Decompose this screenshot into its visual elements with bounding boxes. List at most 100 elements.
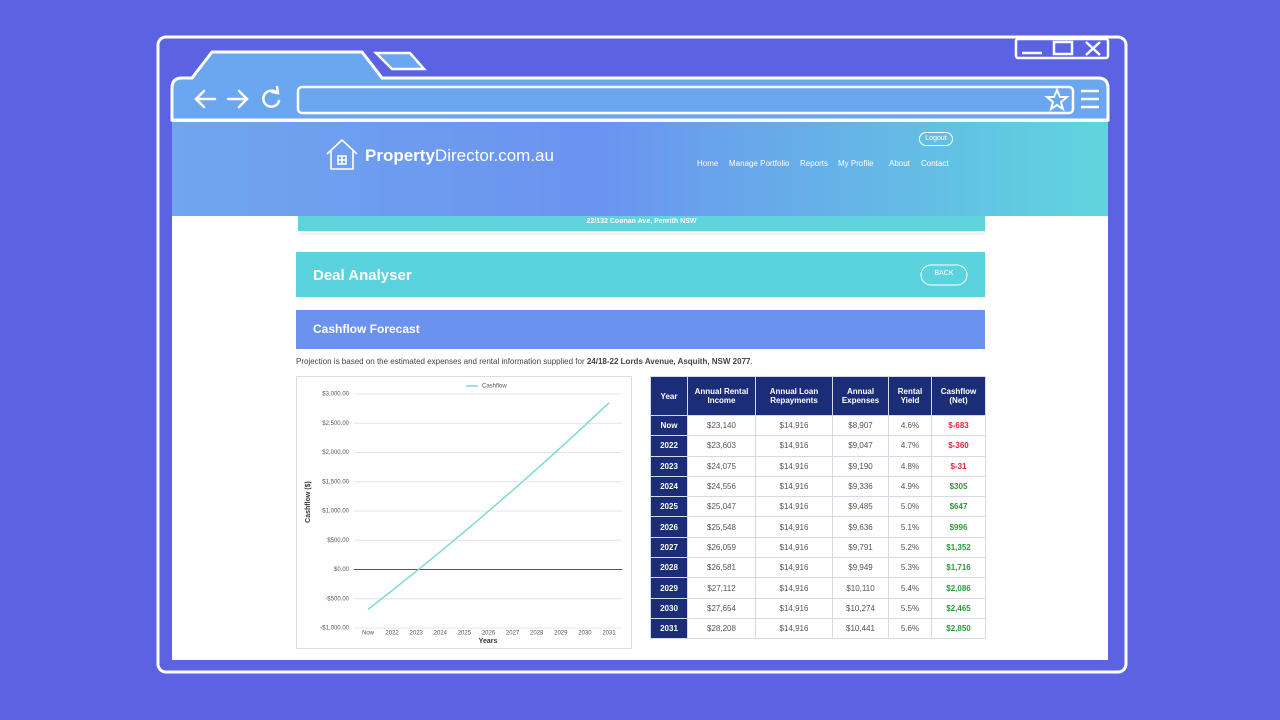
table-cell: $14,916 [755, 435, 833, 457]
window-controls [1014, 37, 1110, 60]
table-cell: $2,086 [931, 577, 986, 599]
year-cell: 2031 [650, 617, 688, 640]
table-row: 2024 $24,556 $14,916 $9,336 4.9% $305 [650, 475, 986, 498]
table-cell: $14,916 [755, 475, 833, 498]
x-tick-label: 2029 [554, 631, 568, 637]
back-button[interactable] [920, 264, 968, 286]
nav-buttons[interactable] [194, 85, 281, 109]
table-cell: $23,140 [687, 414, 756, 437]
x-tick-label: Now [362, 631, 375, 637]
y-tick-label: $2,500.00 [322, 421, 349, 427]
table-cell: $8,907 [832, 414, 889, 437]
y-tick-label: $0.00 [334, 567, 350, 573]
table-cell: $-683 [931, 414, 986, 437]
year-cell: 2024 [650, 475, 688, 498]
year-cell: 2029 [650, 577, 688, 599]
nav-link[interactable]: Contact [921, 159, 949, 168]
table-cell: $26,581 [687, 557, 756, 579]
x-axis-label: Years [479, 638, 498, 645]
table-cell: $996 [931, 516, 986, 538]
table-cell: 4.6% [888, 414, 932, 437]
year-cell: 2027 [650, 536, 688, 559]
table-cell: 5.5% [888, 597, 932, 619]
table-cell: $14,916 [755, 516, 833, 538]
x-tick-label: 2023 [410, 631, 424, 637]
x-tick-label: 2028 [530, 631, 544, 637]
site-header [172, 122, 1108, 216]
address-strip [298, 216, 985, 231]
nav-link[interactable]: Reports [800, 159, 829, 168]
logo-icon [326, 138, 358, 170]
table-cell: $14,916 [755, 617, 833, 640]
nav-link[interactable]: My Profile [838, 159, 874, 168]
nav-link[interactable]: About [889, 159, 910, 168]
table-row: 2027 $26,059 $14,916 $9,791 5.2% $1,352 [650, 536, 986, 559]
x-tick-label: 2027 [506, 631, 520, 637]
year-cell: 2022 [650, 435, 688, 457]
table-cell: $9,485 [832, 496, 889, 518]
y-tick-label: $3,000.00 [322, 392, 349, 398]
table-cell: $26,059 [687, 536, 756, 559]
table-cell: $2,465 [931, 597, 986, 619]
table-cell: 5.6% [888, 617, 932, 640]
x-tick-label: 2030 [578, 631, 592, 637]
table-cell: 5.4% [888, 577, 932, 599]
nav-link[interactable]: Manage Portfolio [729, 159, 790, 168]
table-cell: 4.9% [888, 475, 932, 498]
table-cell: $14,916 [755, 577, 833, 599]
table-row: 2031 $28,208 $14,916 $10,441 5.6% $2,850 [650, 617, 986, 640]
year-cell: 2023 [650, 455, 688, 477]
table-cell: $27,112 [687, 577, 756, 599]
table-cell: 4.7% [888, 435, 932, 457]
table-row: Now $23,140 $14,916 $8,907 4.6% $-683 [650, 414, 986, 437]
year-cell: 2030 [650, 597, 688, 619]
logo-rest: Director.com.au [434, 146, 554, 165]
table-cell: $9,047 [832, 435, 889, 457]
table-cell: $14,916 [755, 414, 833, 437]
x-tick-label: 2022 [385, 631, 399, 637]
table-cell: $27,654 [687, 597, 756, 619]
x-tick-label: 2026 [482, 631, 496, 637]
url-bar[interactable] [296, 85, 1075, 115]
cashflow-table: Year Annual Rental Income Annual Loan Repa… [650, 376, 986, 640]
projection-note: Projection is based on the estimated exp… [296, 357, 753, 366]
nav-link[interactable]: Home [697, 159, 719, 168]
column-header: Annual Rental Income [687, 376, 756, 416]
year-cell: Now [650, 414, 688, 437]
menu-icon[interactable] [1081, 89, 1099, 109]
table-cell: $10,441 [832, 617, 889, 640]
column-header: Rental Yield [888, 376, 932, 416]
bookmark-star[interactable] [1044, 87, 1070, 112]
table-cell: $25,548 [687, 516, 756, 538]
back-label[interactable]: BACK [934, 270, 954, 277]
address-strip-text: 22/132 Coonan Ave, Penrith NSW [586, 218, 697, 225]
table-row: 2023 $24,075 $14,916 $9,190 4.8% $-31 [650, 455, 986, 477]
table-cell: $-31 [931, 455, 986, 477]
table-cell: $14,916 [755, 496, 833, 518]
table-cell: $24,556 [687, 475, 756, 498]
year-cell: 2025 [650, 496, 688, 518]
logout-button[interactable]: Logout [919, 132, 953, 146]
table-cell: $1,716 [931, 557, 986, 579]
table-cell: $14,916 [755, 536, 833, 559]
table-cell: $24,075 [687, 455, 756, 477]
table-cell: $-360 [931, 435, 986, 457]
table-row: 2026 $25,548 $14,916 $9,636 5.1% $996 [650, 516, 986, 538]
table-cell: $305 [931, 475, 986, 498]
y-axis-label: Cashflow ($) [305, 481, 312, 523]
column-header: Annual Loan Repayments [755, 376, 833, 416]
table-row: 2029 $27,112 $14,916 $10,110 5.4% $2,086 [650, 577, 986, 599]
note-address: 24/18-22 Lords Avenue, Asquith, NSW 2077 [586, 357, 751, 366]
table-row: 2030 $27,654 $14,916 $10,274 5.5% $2,465 [650, 597, 986, 619]
table-cell: $9,949 [832, 557, 889, 579]
table-cell: $10,110 [832, 577, 889, 599]
chart-box [296, 376, 632, 649]
table-cell: $647 [931, 496, 986, 518]
cashflow-line [367, 402, 610, 611]
table-cell: $14,916 [755, 455, 833, 477]
table-cell: $14,916 [755, 557, 833, 579]
new-tab[interactable] [372, 51, 427, 71]
logo-bold: Property [365, 146, 435, 165]
logo[interactable]: PropertyDirector.com.au [365, 146, 554, 166]
